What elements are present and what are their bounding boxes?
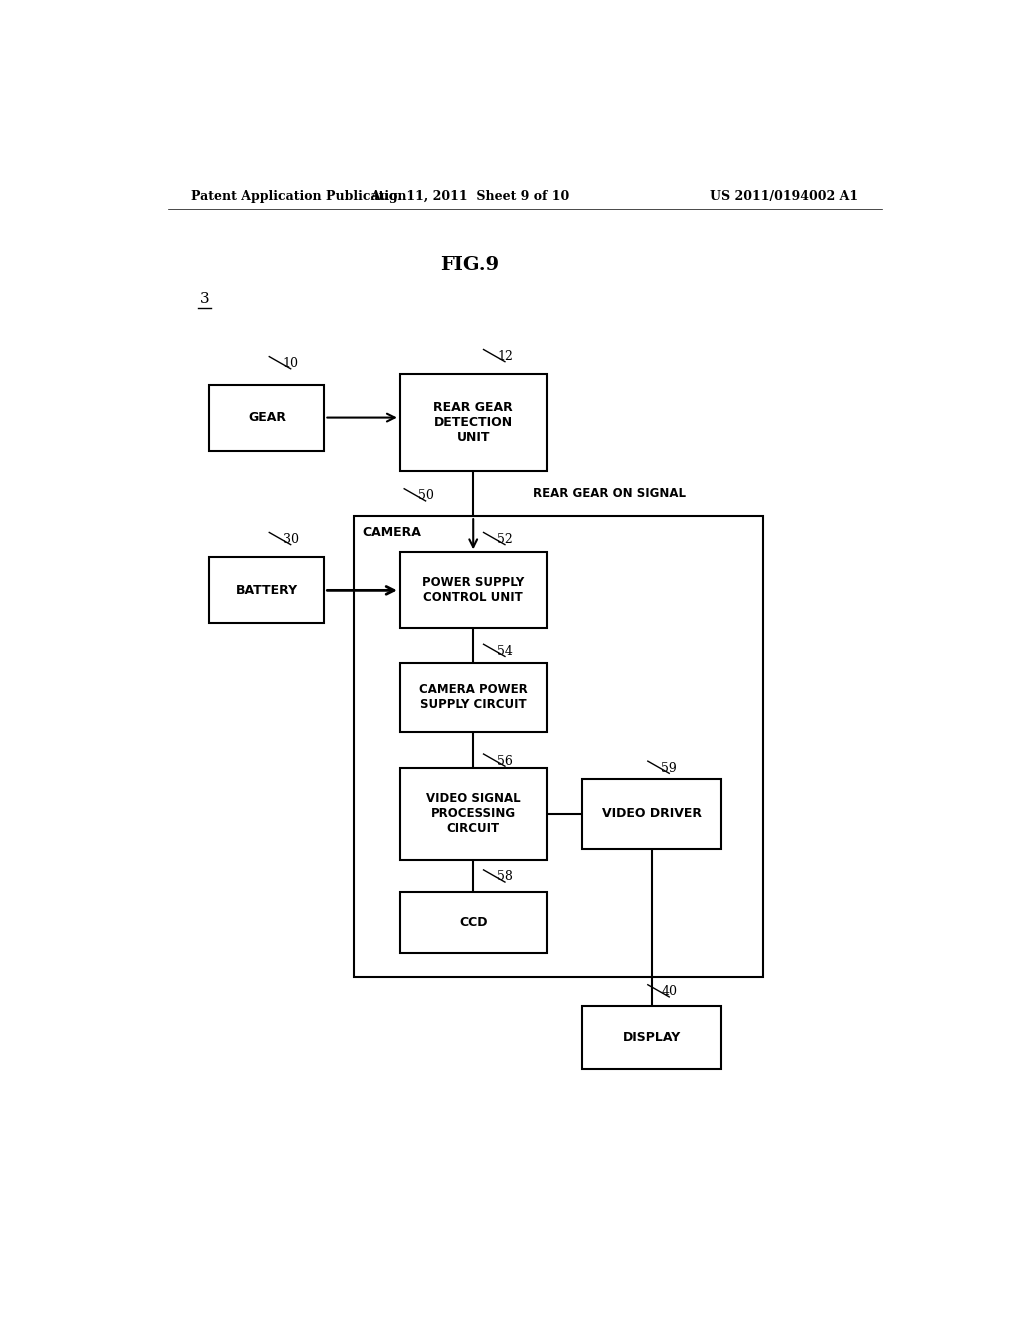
Text: 59: 59	[662, 762, 677, 775]
Text: POWER SUPPLY
CONTROL UNIT: POWER SUPPLY CONTROL UNIT	[422, 577, 524, 605]
Text: 54: 54	[497, 645, 513, 657]
Text: REAR GEAR ON SIGNAL: REAR GEAR ON SIGNAL	[532, 487, 686, 500]
Text: Patent Application Publication: Patent Application Publication	[191, 190, 407, 202]
Bar	[583, 779, 721, 849]
Text: 12: 12	[497, 350, 513, 363]
Bar	[399, 768, 547, 859]
Bar	[354, 516, 763, 977]
Bar	[399, 375, 547, 471]
Bar	[399, 663, 547, 731]
Bar	[583, 1006, 721, 1069]
Text: DISPLAY: DISPLAY	[623, 1031, 681, 1044]
Text: CAMERA: CAMERA	[362, 527, 421, 540]
Text: 30: 30	[283, 533, 299, 546]
Text: 56: 56	[497, 755, 513, 768]
Text: VIDEO DRIVER: VIDEO DRIVER	[602, 808, 701, 821]
Text: 52: 52	[497, 533, 513, 546]
Text: 40: 40	[662, 985, 677, 998]
Text: GEAR: GEAR	[248, 411, 286, 424]
Text: 3: 3	[200, 292, 209, 306]
Bar	[209, 384, 325, 450]
Text: VIDEO SIGNAL
PROCESSING
CIRCUIT: VIDEO SIGNAL PROCESSING CIRCUIT	[426, 792, 520, 836]
Text: Aug. 11, 2011  Sheet 9 of 10: Aug. 11, 2011 Sheet 9 of 10	[370, 190, 569, 202]
Text: 50: 50	[418, 490, 433, 503]
Text: CCD: CCD	[459, 916, 487, 929]
Bar	[209, 557, 325, 623]
Text: US 2011/0194002 A1: US 2011/0194002 A1	[710, 190, 858, 202]
Text: FIG.9: FIG.9	[439, 256, 499, 275]
Text: BATTERY: BATTERY	[236, 583, 298, 597]
Text: 10: 10	[283, 358, 299, 370]
Text: 58: 58	[497, 870, 513, 883]
Text: REAR GEAR
DETECTION
UNIT: REAR GEAR DETECTION UNIT	[433, 401, 513, 444]
Text: CAMERA POWER
SUPPLY CIRCUIT: CAMERA POWER SUPPLY CIRCUIT	[419, 682, 527, 711]
Bar	[399, 892, 547, 953]
Bar	[399, 552, 547, 628]
